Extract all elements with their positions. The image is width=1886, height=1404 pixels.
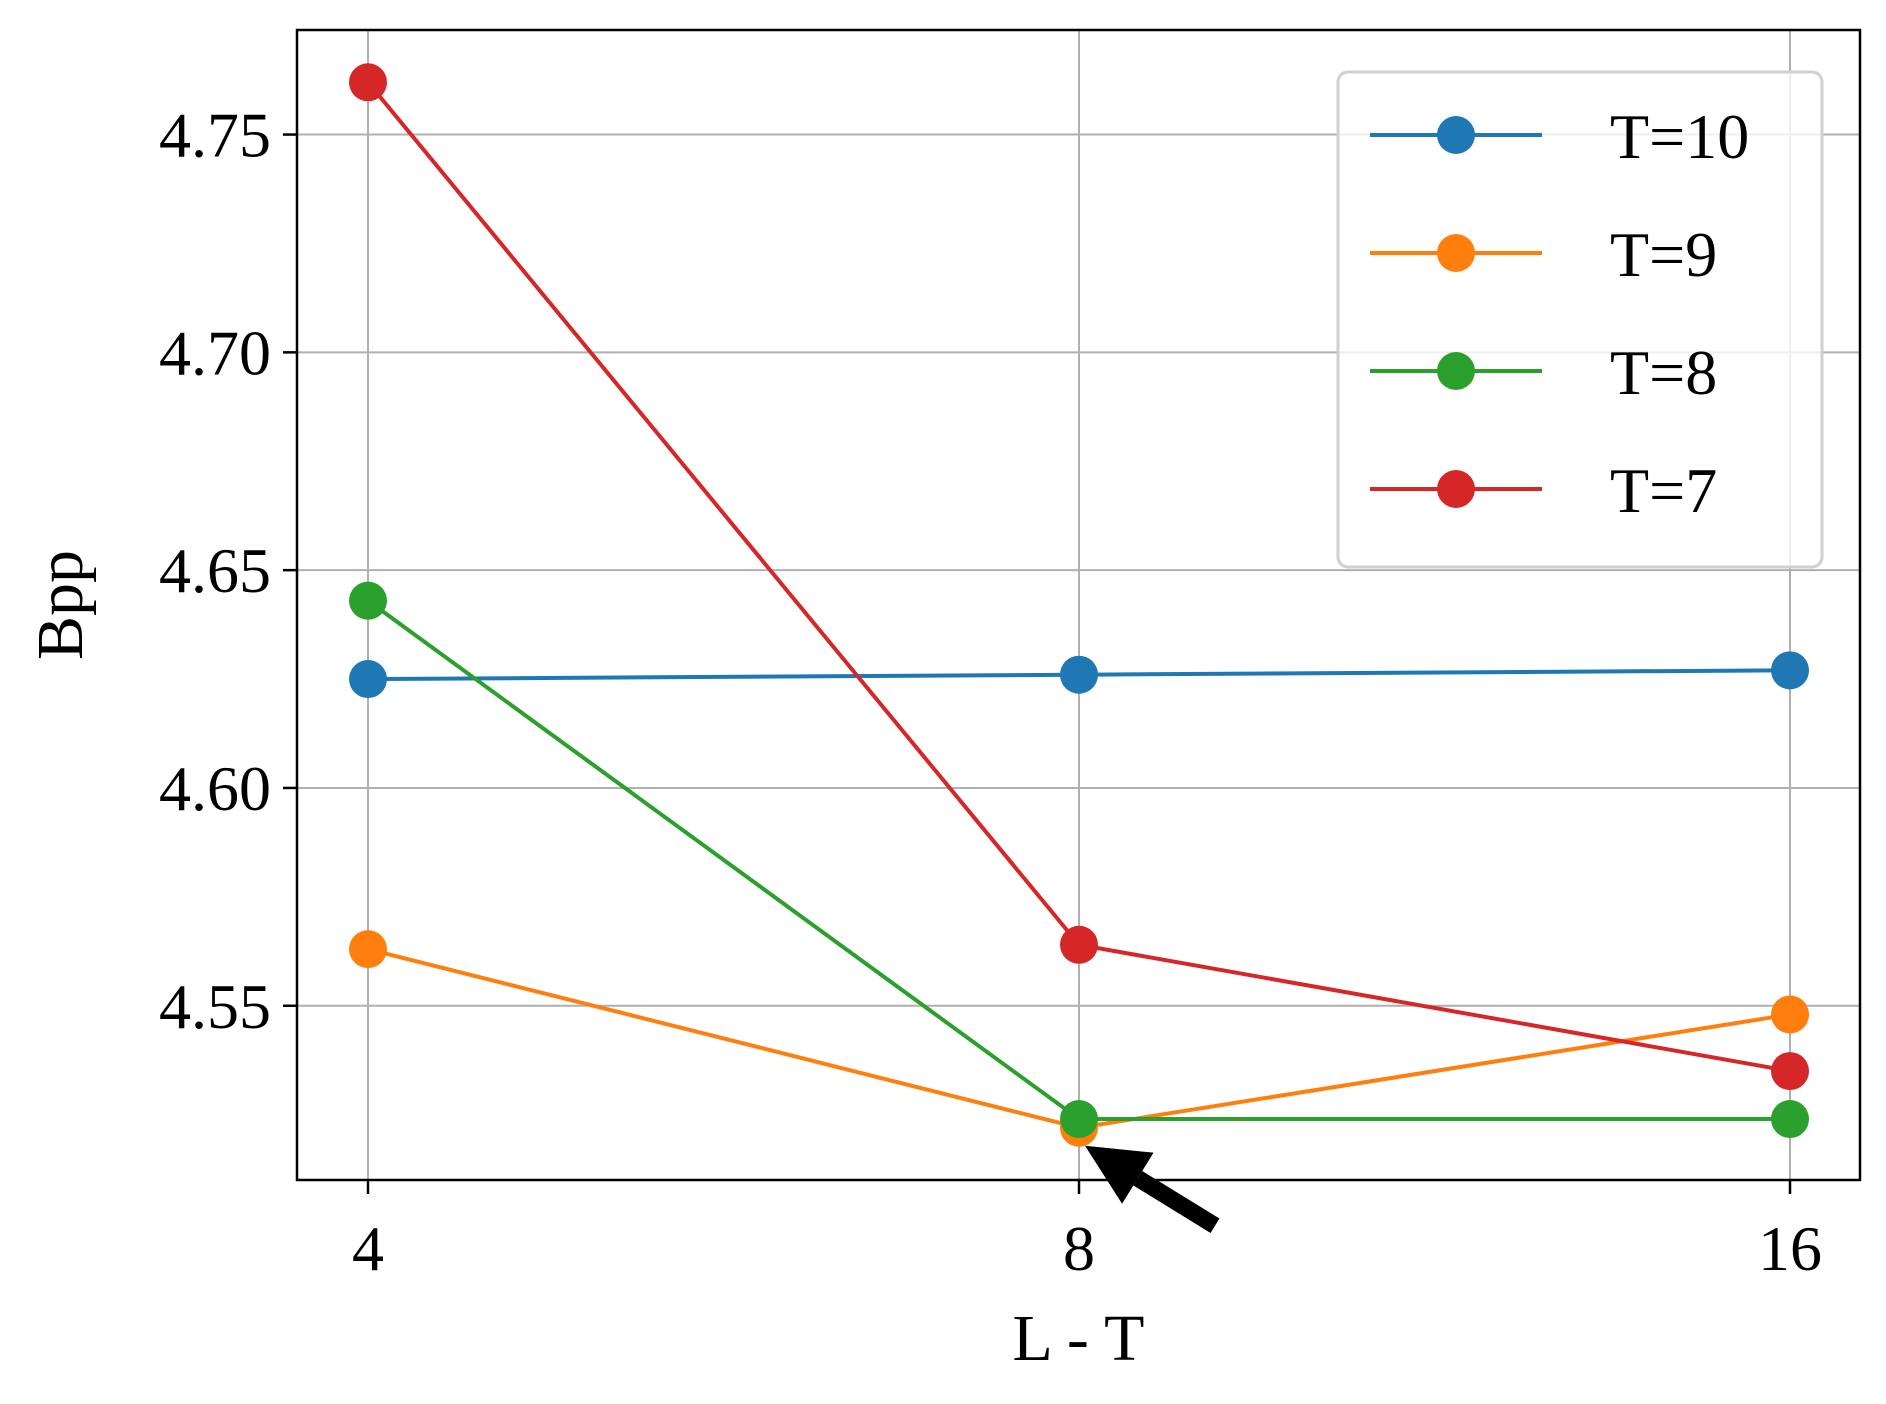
data-point [1771,1052,1809,1091]
y-tick-label: 4.70 [159,317,271,388]
legend: T=10 T=9 T=8 T=7 [1336,70,1824,569]
legend-box [1336,70,1824,569]
annotation-arrow [1085,1145,1220,1233]
x-tick-label: 16 [1758,1213,1822,1284]
x-tick-label: 4 [352,1213,384,1284]
legend-marker [1437,470,1475,508]
legend-marker [1437,352,1475,390]
data-point [1060,925,1098,964]
y-tick-label: 4.65 [159,535,271,606]
axis-ticks: 4 8 16 4.55 4.60 4.65 4.70 4.75 [159,100,1822,1284]
legend-label: T=10 [1610,101,1749,172]
y-tick-label: 4.75 [159,100,271,171]
data-point [349,660,387,699]
data-point [1771,1100,1809,1139]
data-point [349,63,387,102]
legend-label: T=9 [1610,219,1717,290]
x-axis-label: L - T [1013,1302,1145,1375]
x-tick-label: 8 [1063,1213,1095,1284]
legend-marker [1437,116,1475,154]
data-point [349,930,387,969]
y-tick-label: 4.55 [159,971,271,1042]
data-point [1771,995,1809,1034]
arrow-shaft [1133,1170,1220,1233]
data-point [349,581,387,620]
arrow-head [1085,1145,1154,1204]
legend-label: T=7 [1610,455,1717,526]
legend-label: T=8 [1610,337,1717,408]
legend-marker [1437,234,1475,272]
data-point [1060,1100,1098,1139]
series-markers [349,63,1809,1147]
y-axis-label: Bpp [24,550,97,660]
data-point [1060,655,1098,694]
y-tick-label: 4.60 [159,753,271,824]
data-point [1771,651,1809,690]
